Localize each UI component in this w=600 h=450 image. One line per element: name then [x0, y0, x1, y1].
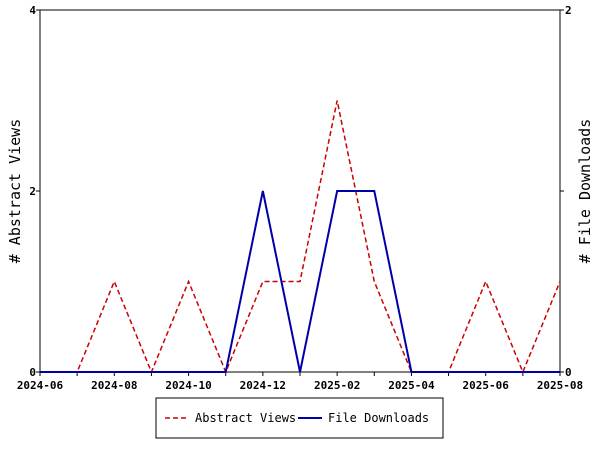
series-line-file-downloads [40, 190, 560, 373]
legend: Abstract Views File Downloads [155, 397, 444, 439]
y-axis-label: # Abstract Views [6, 119, 24, 264]
x-tick-label: 2025-02 [314, 379, 360, 392]
x-tick-label: 2025-08 [537, 379, 583, 392]
plot-frame [39, 9, 561, 373]
y2-tick-label: 2 [565, 4, 572, 17]
series-line-abstract-views [40, 100, 561, 374]
series-lines [40, 100, 561, 374]
x-tick-label: 2024-08 [91, 379, 137, 392]
legend-label: Abstract Views [195, 411, 296, 425]
x-tick-label: 2024-06 [17, 379, 64, 392]
y2-axis-label: # File Downloads [576, 119, 594, 264]
tick-labels: 2024-06 2024-08 2024-10 2024-12 2025-02 2025-… [17, 4, 583, 392]
legend-label: File Downloads [328, 411, 429, 425]
x-tick-label: 2025-04 [388, 379, 435, 392]
y2-tick-label: 0 [565, 366, 572, 379]
y-tick-label: 4 [29, 4, 36, 17]
x-tick-label: 2024-12 [240, 379, 286, 392]
x-tick-label: 2025-06 [463, 379, 510, 392]
y-tick-label: 2 [29, 185, 36, 198]
x-tick-label: 2024-10 [165, 379, 211, 392]
y-tick-label: 0 [29, 366, 36, 379]
axes [36, 9, 564, 376]
